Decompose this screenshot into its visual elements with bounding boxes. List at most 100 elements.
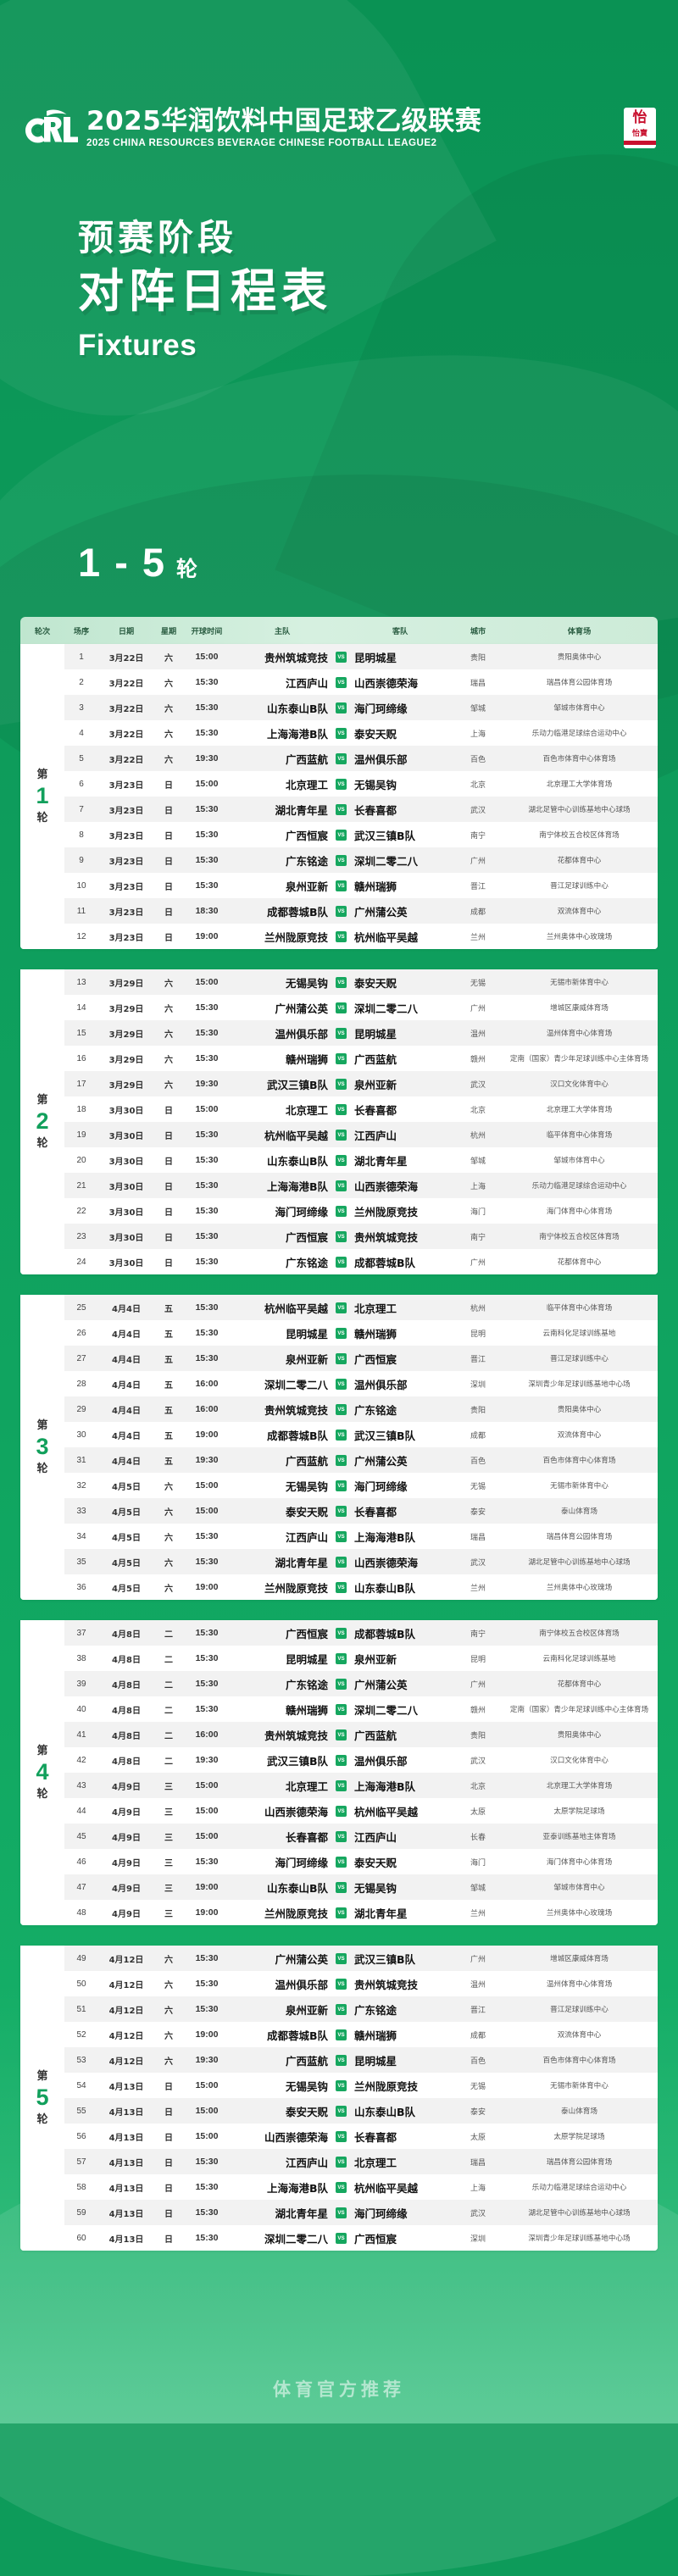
table-row[interactable]: 6 3月23日 日 15:00 北京理工 VS 无锡吴钩 北京 北京理工大学体育场 <box>64 771 658 797</box>
table-row[interactable]: 21 3月30日 日 15:30 上海海港B队 VS 山西崇德荣海 上海 乐动力临港足球综合运动… <box>64 1173 658 1198</box>
table-row[interactable]: 32 4月5日 六 15:00 无锡吴钩 VS 海门珂缔缘 无锡 无锡市新体育中心 <box>64 1473 658 1498</box>
home-team[interactable]: 湖北青年星 <box>275 2207 328 2220</box>
away-team[interactable]: 长春喜都 <box>354 1103 397 1117</box>
home-team[interactable]: 广州蒲公英 <box>275 1002 328 1015</box>
home-team[interactable]: 无锡吴钩 <box>285 976 328 990</box>
home-team[interactable]: 山西崇德荣海 <box>264 1805 328 1818</box>
home-team[interactable]: 温州俱乐部 <box>275 1027 328 1041</box>
home-team[interactable]: 武汉三镇B队 <box>266 1754 328 1768</box>
table-row[interactable]: 54 4月13日 日 15:00 无锡吴钩 VS 兰州陇原竞技 无锡 无锡市新体育中心 <box>64 2073 658 2098</box>
away-team[interactable]: 兰州陇原竞技 <box>354 2079 419 2093</box>
away-team[interactable]: 江西庐山 <box>354 1830 397 1844</box>
away-team[interactable]: 山东泰山B队 <box>354 1581 416 1595</box>
home-team[interactable]: 江西庐山 <box>285 2156 328 2169</box>
away-team[interactable]: 长春喜都 <box>354 1505 397 1518</box>
home-team[interactable]: 深圳二零二八 <box>264 1378 328 1391</box>
home-team[interactable]: 北京理工 <box>285 1103 328 1117</box>
table-row[interactable]: 44 4月9日 三 15:00 山西崇德荣海 VS 杭州临平吴越 太原 太原学院足球场 <box>64 1798 658 1824</box>
table-row[interactable]: 24 3月30日 日 15:30 广东铭途 VS 成都蓉城B队 广州 花都体育中心 <box>64 1249 658 1274</box>
home-team[interactable]: 山东泰山B队 <box>266 1881 328 1895</box>
table-row[interactable]: 52 4月12日 六 19:00 成都蓉城B队 VS 赣州瑞狮 成都 双流体育中心 <box>64 2022 658 2047</box>
home-team[interactable]: 兰州陇原竞技 <box>264 1907 328 1920</box>
table-row[interactable]: 42 4月8日 二 19:30 武汉三镇B队 VS 温州俱乐部 武汉 汉口文化体育中心 <box>64 1747 658 1773</box>
away-team[interactable]: 赣州瑞狮 <box>354 1327 397 1341</box>
away-team[interactable]: 海门珂缔缘 <box>354 2207 408 2220</box>
table-row[interactable]: 43 4月9日 三 15:00 北京理工 VS 上海海港B队 北京 北京理工大学体育场 <box>64 1773 658 1798</box>
away-team[interactable]: 长春喜都 <box>354 2130 397 2144</box>
away-team[interactable]: 贵州筑城竞技 <box>354 1230 419 1244</box>
home-team[interactable]: 杭州临平吴越 <box>264 1129 328 1142</box>
away-team[interactable]: 广西蓝航 <box>354 1052 397 1066</box>
home-team[interactable]: 武汉三镇B队 <box>266 1078 328 1091</box>
away-team[interactable]: 温州俱乐部 <box>354 1378 408 1391</box>
table-row[interactable]: 41 4月8日 二 16:00 贵州筑城竞技 VS 广西蓝航 贵阳 贵阳奥体中心 <box>64 1722 658 1747</box>
table-row[interactable]: 13 3月29日 六 15:00 无锡吴钩 VS 泰安天贶 无锡 无锡市新体育中心 <box>64 969 658 995</box>
home-team[interactable]: 成都蓉城B队 <box>266 905 328 919</box>
away-team[interactable]: 赣州瑞狮 <box>354 880 397 893</box>
away-team[interactable]: 武汉三镇B队 <box>354 1429 416 1442</box>
home-team[interactable]: 无锡吴钩 <box>285 1480 328 1493</box>
away-team[interactable]: 泰安天贶 <box>354 976 397 990</box>
home-team[interactable]: 杭州临平吴越 <box>264 1302 328 1315</box>
home-team[interactable]: 泰安天贶 <box>285 2105 328 2118</box>
home-team[interactable]: 广西恒宸 <box>285 1230 328 1244</box>
home-team[interactable]: 成都蓉城B队 <box>266 2029 328 2042</box>
home-team[interactable]: 泰安天贶 <box>285 1505 328 1518</box>
home-team[interactable]: 贵州筑城竞技 <box>264 1729 328 1742</box>
home-team[interactable]: 赣州瑞狮 <box>285 1703 328 1717</box>
table-row[interactable]: 14 3月29日 六 15:30 广州蒲公英 VS 深圳二零二八 广州 增城区康威体育场 <box>64 995 658 1020</box>
away-team[interactable]: 山东泰山B队 <box>354 2105 416 2118</box>
home-team[interactable]: 广州蒲公英 <box>275 1952 328 1966</box>
table-row[interactable]: 22 3月30日 日 15:30 海门珂缔缘 VS 兰州陇原竞技 海门 海门体育中心体育场 <box>64 1198 658 1224</box>
away-team[interactable]: 北京理工 <box>354 1302 397 1315</box>
table-row[interactable]: 40 4月8日 二 15:30 赣州瑞狮 VS 深圳二零二八 赣州 定南（国家）青少年足球训练中… <box>64 1696 658 1722</box>
table-row[interactable]: 1 3月22日 六 15:00 贵州筑城竞技 VS 昆明城星 贵阳 贵阳奥体中心 <box>64 644 658 669</box>
table-row[interactable]: 28 4月4日 五 16:00 深圳二零二八 VS 温州俱乐部 深圳 深圳青少年足球训练基地中心… <box>64 1371 658 1396</box>
away-team[interactable]: 广州蒲公英 <box>354 905 408 919</box>
table-row[interactable]: 45 4月9日 三 15:00 长春喜都 VS 江西庐山 长春 亚泰训练基地主体育场 <box>64 1824 658 1849</box>
away-team[interactable]: 成都蓉城B队 <box>354 1627 416 1641</box>
away-team[interactable]: 湖北青年星 <box>354 1907 408 1920</box>
away-team[interactable]: 广州蒲公英 <box>354 1454 408 1468</box>
home-team[interactable]: 贵州筑城竞技 <box>264 651 328 664</box>
away-team[interactable]: 山西崇德荣海 <box>354 676 419 690</box>
away-team[interactable]: 长春喜都 <box>354 803 397 817</box>
home-team[interactable]: 兰州陇原竞技 <box>264 1581 328 1595</box>
away-team[interactable]: 海门珂缔缘 <box>354 702 408 715</box>
table-row[interactable]: 12 3月23日 日 19:00 兰州陇原竞技 VS 杭州临平吴越 兰州 兰州奥体中心玫瑰场 <box>64 924 658 949</box>
home-team[interactable]: 江西庐山 <box>285 676 328 690</box>
home-team[interactable]: 山东泰山B队 <box>266 1154 328 1168</box>
table-row[interactable]: 9 3月23日 日 15:30 广东铭途 VS 深圳二零二八 广州 花都体育中心 <box>64 847 658 873</box>
table-row[interactable]: 18 3月30日 日 15:00 北京理工 VS 长春喜都 北京 北京理工大学体育场 <box>64 1096 658 1122</box>
home-team[interactable]: 海门珂缔缘 <box>275 1856 328 1869</box>
away-team[interactable]: 无锡吴钩 <box>354 778 397 791</box>
table-row[interactable]: 7 3月23日 日 15:30 湖北青年星 VS 长春喜都 武汉 湖北足管中心训练基地中心球场 <box>64 797 658 822</box>
away-team[interactable]: 江西庐山 <box>354 1129 397 1142</box>
table-row[interactable]: 17 3月29日 六 19:30 武汉三镇B队 VS 泉州亚新 武汉 汉口文化体育中心 <box>64 1071 658 1096</box>
home-team[interactable]: 成都蓉城B队 <box>266 1429 328 1442</box>
table-row[interactable]: 57 4月13日 日 15:30 江西庐山 VS 北京理工 瑞昌 瑞昌体育公园体育场 <box>64 2149 658 2174</box>
table-row[interactable]: 20 3月30日 日 15:30 山东泰山B队 VS 湖北青年星 邹城 邹城市体育中心 <box>64 1147 658 1173</box>
home-team[interactable]: 昆明城星 <box>285 1652 328 1666</box>
table-row[interactable]: 30 4月4日 五 19:00 成都蓉城B队 VS 武汉三镇B队 成都 双流体育中心 <box>64 1422 658 1447</box>
table-row[interactable]: 31 4月4日 五 19:30 广西蓝航 VS 广州蒲公英 百色 百色市体育中心体育场 <box>64 1447 658 1473</box>
home-team[interactable]: 湖北青年星 <box>275 1556 328 1569</box>
away-team[interactable]: 广东铭途 <box>354 2003 397 2017</box>
table-row[interactable]: 55 4月13日 日 15:00 泰安天贶 VS 山东泰山B队 泰安 泰山体育场 <box>64 2098 658 2124</box>
away-team[interactable]: 山西崇德荣海 <box>354 1556 419 1569</box>
away-team[interactable]: 泰安天贶 <box>354 727 397 741</box>
home-team[interactable]: 广东铭途 <box>285 854 328 868</box>
home-team[interactable]: 上海海港B队 <box>266 2181 328 2195</box>
away-team[interactable]: 赣州瑞狮 <box>354 2029 397 2042</box>
away-team[interactable]: 湖北青年星 <box>354 1154 408 1168</box>
home-team[interactable]: 山西崇德荣海 <box>264 2130 328 2144</box>
home-team[interactable]: 泉州亚新 <box>285 880 328 893</box>
home-team[interactable]: 广西蓝航 <box>285 752 328 766</box>
table-row[interactable]: 16 3月29日 六 15:30 赣州瑞狮 VS 广西蓝航 赣州 定南（国家）青少年足球训练中心… <box>64 1046 658 1071</box>
table-row[interactable]: 48 4月9日 三 19:00 兰州陇原竞技 VS 湖北青年星 兰州 兰州奥体中心玫瑰场 <box>64 1900 658 1925</box>
away-team[interactable]: 北京理工 <box>354 2156 397 2169</box>
table-row[interactable]: 36 4月5日 六 19:00 兰州陇原竞技 VS 山东泰山B队 兰州 兰州奥体中心玫瑰场 <box>64 1574 658 1600</box>
table-row[interactable]: 50 4月12日 六 15:30 温州俱乐部 VS 贵州筑城竞技 温州 温州体育中心体育场 <box>64 1971 658 1996</box>
away-team[interactable]: 贵州筑城竞技 <box>354 1978 419 1991</box>
table-row[interactable]: 15 3月29日 六 15:30 温州俱乐部 VS 昆明城星 温州 温州体育中心体育场 <box>64 1020 658 1046</box>
